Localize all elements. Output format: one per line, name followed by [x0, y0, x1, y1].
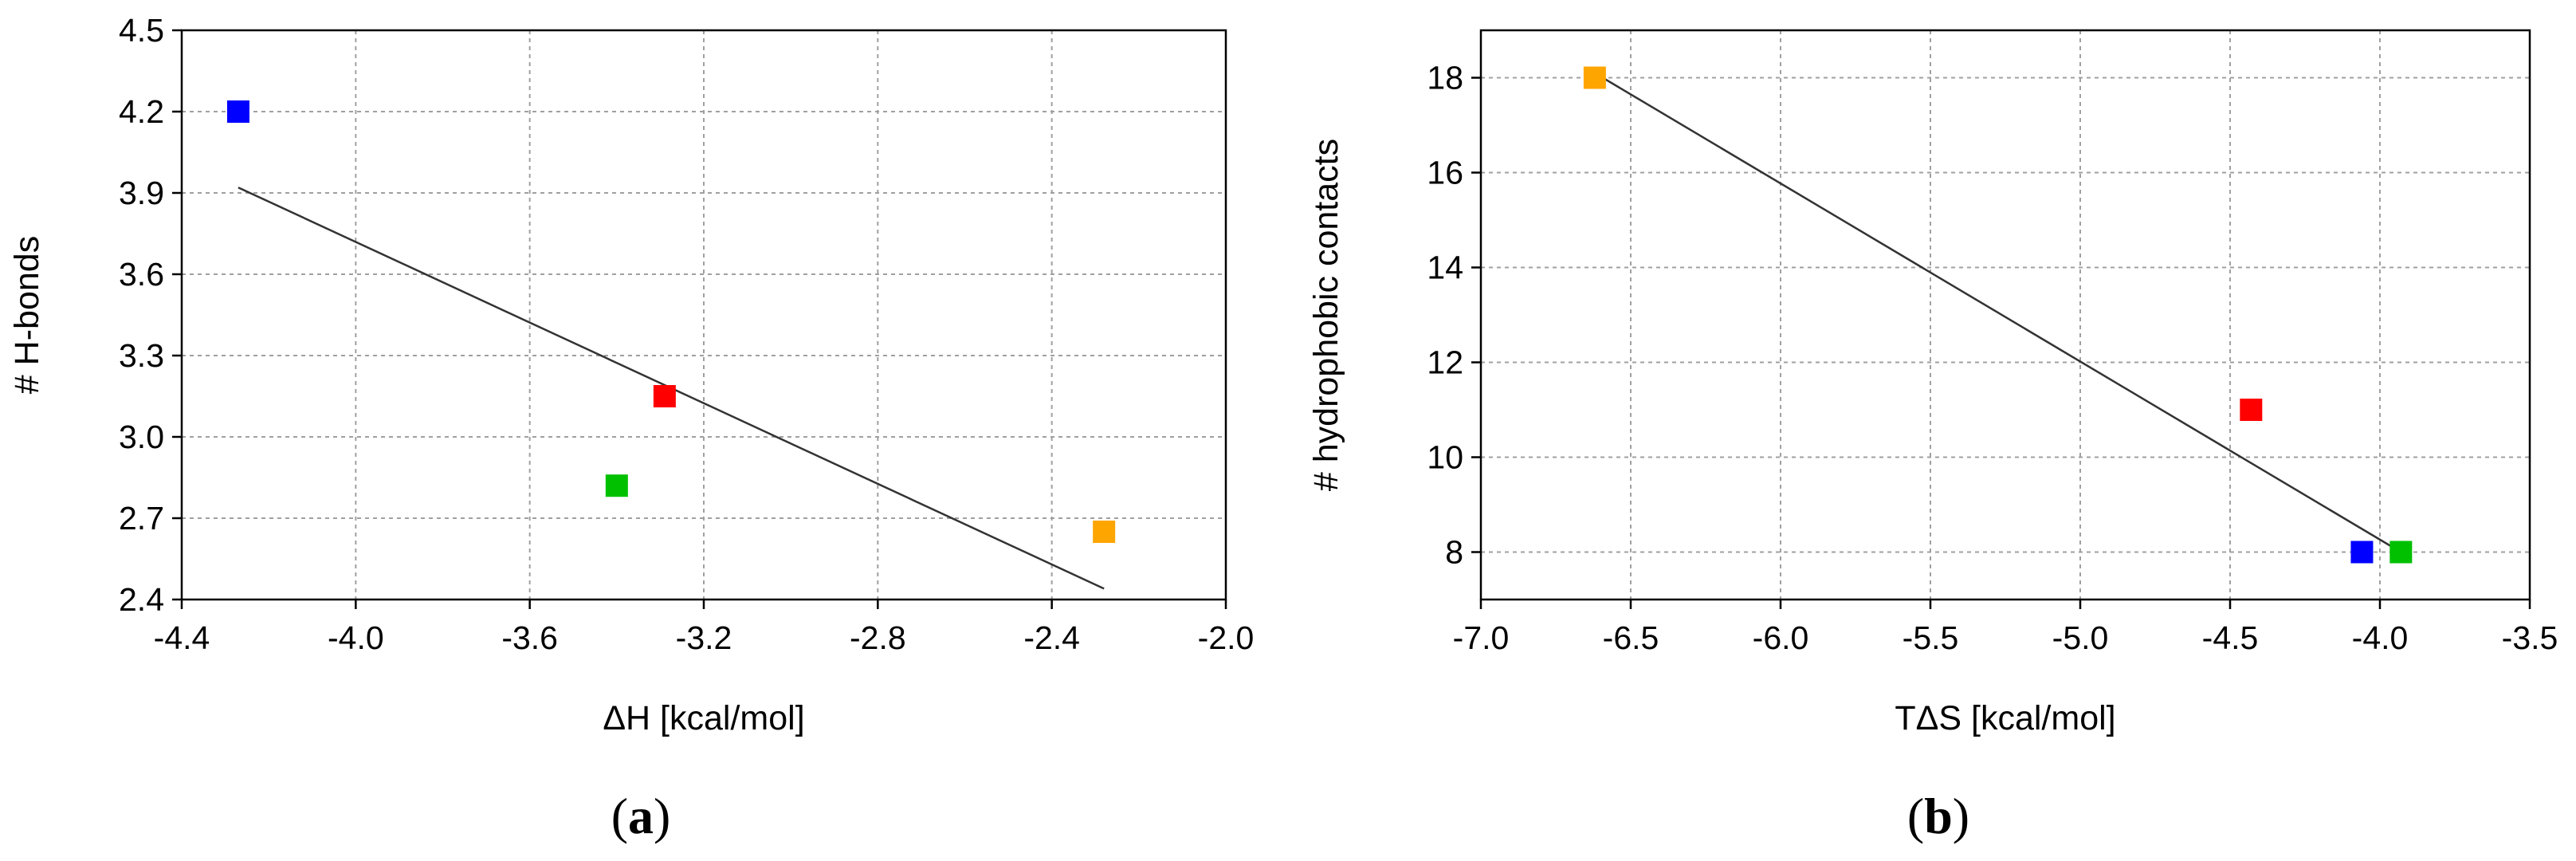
- data-point: [2240, 399, 2263, 421]
- plot-area-border: [1479, 29, 2531, 601]
- x-tick-label: -4.0: [2352, 619, 2409, 656]
- x-axis-title: ΔH [kcal/mol]: [603, 699, 804, 737]
- panel-label-letter: a: [628, 788, 654, 844]
- x-tick-label: -2.4: [1023, 619, 1080, 656]
- x-tick-label: -6.5: [1603, 619, 1659, 656]
- y-tick-label: 2.4: [119, 581, 164, 618]
- panel-label: (b): [1907, 788, 1969, 844]
- panel-label-open: (: [1907, 788, 1924, 844]
- y-tick-label: 4.5: [119, 12, 164, 49]
- data-point: [1583, 66, 1606, 89]
- chart-panel-b: -7.0 -6.5 -6.0 -5.5 -5.0 -4.5 -4.0 -3.5 8 10 12 14 1…: [1307, 29, 2558, 844]
- x-tick-label: -6.0: [1753, 619, 1809, 656]
- data-point: [2350, 541, 2374, 564]
- y-tick-label: 3.0: [119, 419, 164, 455]
- y-axis-title: # H-bonds: [8, 236, 46, 394]
- panel-label: (a): [611, 788, 671, 844]
- y-axis-title: # hydrophobic contacts: [1307, 139, 1345, 491]
- y-tick-label: 16: [1427, 155, 1463, 191]
- x-tick-label: -4.4: [154, 619, 210, 656]
- x-tick-label: -2.8: [850, 619, 906, 656]
- x-tick-label: -4.5: [2202, 619, 2259, 656]
- x-tick-label: -5.0: [2052, 619, 2109, 656]
- y-tick-label: 18: [1427, 60, 1463, 96]
- x-tick-label: -4.0: [328, 619, 384, 656]
- chart-panel-a: -4.4 -4.0 -3.6 -3.2 -2.8 -2.4 -2.0 2.4 2.7 3.0 3.3…: [8, 12, 1254, 844]
- panel-label-close: ): [1953, 788, 1969, 844]
- panel-label-open: (: [611, 788, 628, 844]
- x-tick-label: -3.6: [501, 619, 558, 656]
- data-point: [1093, 521, 1116, 543]
- y-tick-label: 10: [1427, 439, 1463, 476]
- x-tick-label: -7.0: [1453, 619, 1510, 656]
- x-tick-label: -5.5: [1903, 619, 1959, 656]
- trendline: [1594, 72, 2401, 553]
- y-tick-label: 2.7: [119, 500, 164, 537]
- data-point: [653, 385, 676, 407]
- panel-label-letter: b: [1924, 788, 1953, 844]
- y-tick-label: 3.9: [119, 175, 164, 211]
- y-tick-label: 12: [1427, 344, 1463, 381]
- x-tick-label: -3.2: [676, 619, 732, 656]
- y-tick-label: 8: [1445, 534, 1463, 571]
- y-tick-label: 3.6: [119, 256, 164, 293]
- y-tick-label: 14: [1427, 250, 1463, 286]
- y-tick-label: 4.2: [119, 93, 164, 130]
- data-point: [226, 100, 249, 123]
- x-axis-title: TΔS [kcal/mol]: [1895, 699, 2115, 737]
- data-point: [2389, 541, 2413, 564]
- plot-area-border: [180, 29, 1227, 601]
- x-tick-label: -3.5: [2502, 619, 2558, 656]
- panel-label-close: ): [654, 788, 670, 844]
- y-tick-label: 3.3: [119, 337, 164, 374]
- x-tick-label: -2.0: [1198, 619, 1255, 656]
- data-point: [605, 474, 628, 497]
